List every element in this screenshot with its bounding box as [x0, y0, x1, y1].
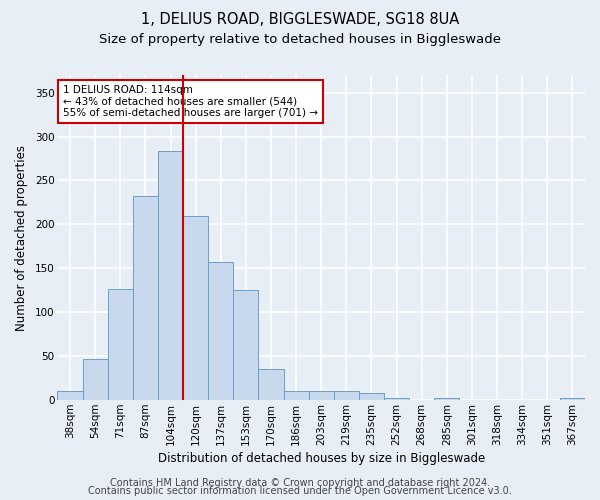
Bar: [108, 288, 133, 400]
Text: Size of property relative to detached houses in Biggleswade: Size of property relative to detached ho…: [99, 32, 501, 46]
Bar: [308, 392, 334, 400]
Text: 1 DELIUS ROAD: 114sqm
← 43% of detached houses are smaller (544)
55% of semi-det: 1 DELIUS ROAD: 114sqm ← 43% of detached …: [63, 85, 318, 118]
Text: 1, DELIUS ROAD, BIGGLESWADE, SG18 8UA: 1, DELIUS ROAD, BIGGLESWADE, SG18 8UA: [141, 12, 459, 28]
Text: Contains HM Land Registry data © Crown copyright and database right 2024.: Contains HM Land Registry data © Crown c…: [110, 478, 490, 488]
Y-axis label: Number of detached properties: Number of detached properties: [15, 144, 28, 330]
Bar: [560, 398, 585, 400]
Bar: [58, 392, 83, 400]
Bar: [233, 290, 259, 400]
X-axis label: Distribution of detached houses by size in Biggleswade: Distribution of detached houses by size …: [158, 452, 485, 465]
Bar: [434, 398, 460, 400]
Text: Contains public sector information licensed under the Open Government Licence v3: Contains public sector information licen…: [88, 486, 512, 496]
Bar: [359, 393, 384, 400]
Bar: [284, 392, 308, 400]
Bar: [334, 392, 359, 400]
Bar: [259, 370, 284, 400]
Bar: [83, 359, 108, 400]
Bar: [183, 216, 208, 400]
Bar: [158, 150, 183, 400]
Bar: [208, 262, 233, 400]
Bar: [384, 398, 409, 400]
Bar: [133, 196, 158, 400]
